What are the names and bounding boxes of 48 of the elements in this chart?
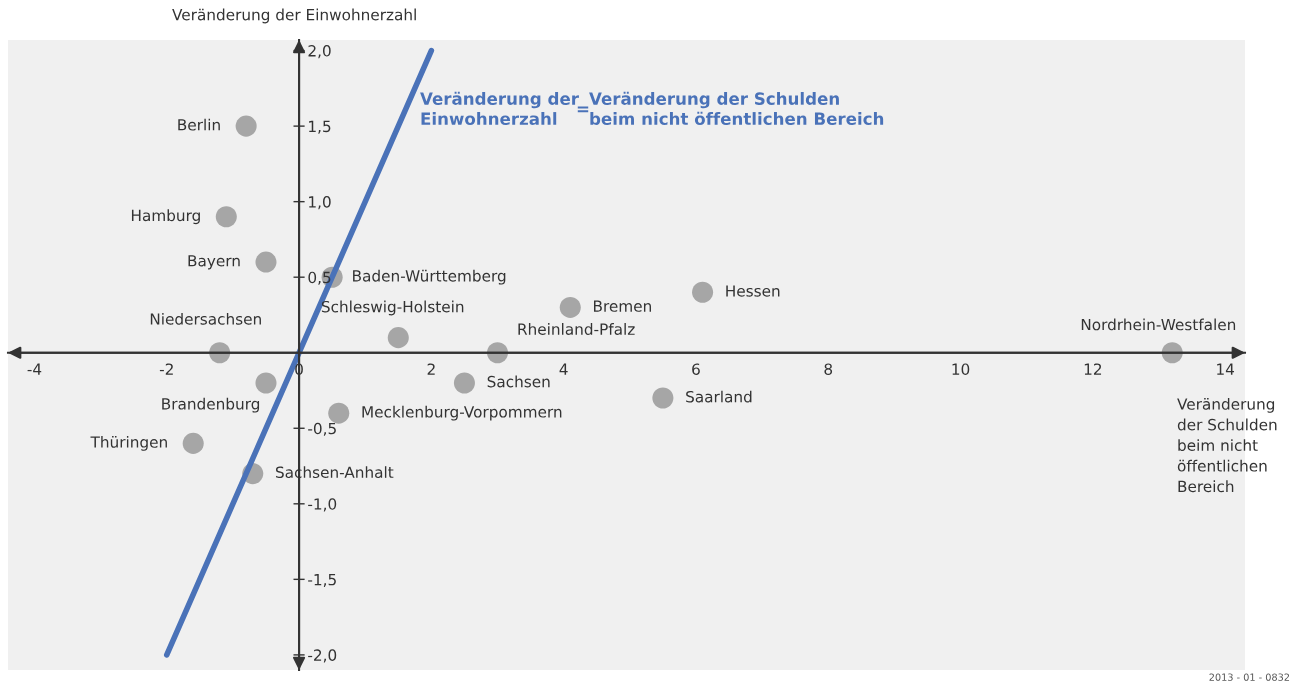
annotation: Nordrhein-Westfalen bbox=[1081, 318, 1236, 331]
annotation: Rheinland-Pfalz bbox=[518, 323, 635, 335]
annotation: Saarland bbox=[686, 390, 752, 403]
point bbox=[255, 251, 277, 273]
annotation: Bremen bbox=[593, 300, 651, 312]
point bbox=[182, 432, 204, 454]
x-tick-label: -4 bbox=[27, 363, 42, 375]
y-tick-label: -1,0 bbox=[308, 498, 337, 512]
point bbox=[453, 372, 475, 394]
y-tick-label: -1,5 bbox=[308, 574, 336, 587]
point bbox=[652, 387, 674, 409]
annotation: Thüringen bbox=[90, 435, 167, 451]
y-axis-title: Veränderung der Einwohnerzahl bbox=[172, 8, 416, 24]
annotation: = bbox=[577, 106, 589, 113]
annotation: Schleswig-Holstein bbox=[321, 300, 464, 316]
y-tick-label: -2,0 bbox=[308, 649, 337, 663]
x-tick-label: 4 bbox=[559, 363, 568, 375]
point bbox=[215, 206, 237, 228]
point bbox=[328, 402, 350, 424]
annotation: Veränderung der Einwohnerzahl bbox=[420, 91, 579, 125]
annotation: Sachsen bbox=[487, 375, 550, 388]
x-tick-label: 6 bbox=[692, 363, 700, 375]
x-tick-label: -2 bbox=[159, 363, 173, 375]
annotation: Brandenburg bbox=[162, 397, 260, 413]
annotation: Hamburg bbox=[131, 209, 200, 225]
x-tick-label: 14 bbox=[1217, 363, 1235, 375]
point bbox=[387, 327, 409, 349]
point bbox=[692, 281, 714, 303]
annotation: Hessen bbox=[726, 285, 780, 297]
x-tick-label: 10 bbox=[952, 363, 970, 375]
annotation: Bayern bbox=[188, 255, 240, 270]
point bbox=[255, 372, 277, 394]
annotation: Berlin bbox=[178, 118, 220, 131]
point bbox=[559, 296, 581, 318]
annotation: Niedersachsen bbox=[150, 312, 261, 325]
y-tick-label: -0,5 bbox=[308, 422, 336, 436]
x-tick-label: 2 bbox=[427, 363, 435, 375]
text: 2013 - 01 - 0832 bbox=[1209, 673, 1290, 681]
x-tick-label: 12 bbox=[1084, 363, 1102, 375]
x-axis-title: Veränderung der Schulden beim nicht öffentlichen Bereich bbox=[1177, 398, 1277, 493]
annotation: Veränderung der Schulden beim nicht öffentlichen Bereich bbox=[589, 91, 884, 125]
y-tick-label: 1,0 bbox=[309, 196, 331, 210]
y-tick-label: 1,5 bbox=[309, 120, 331, 134]
y-tick-label: 2,0 bbox=[308, 45, 331, 59]
annotation: Mecklenburg-Vorpommern bbox=[362, 405, 562, 421]
x-tick-label: 8 bbox=[824, 363, 833, 375]
point bbox=[235, 115, 257, 137]
annotation: Baden-Württemberg bbox=[353, 269, 506, 285]
